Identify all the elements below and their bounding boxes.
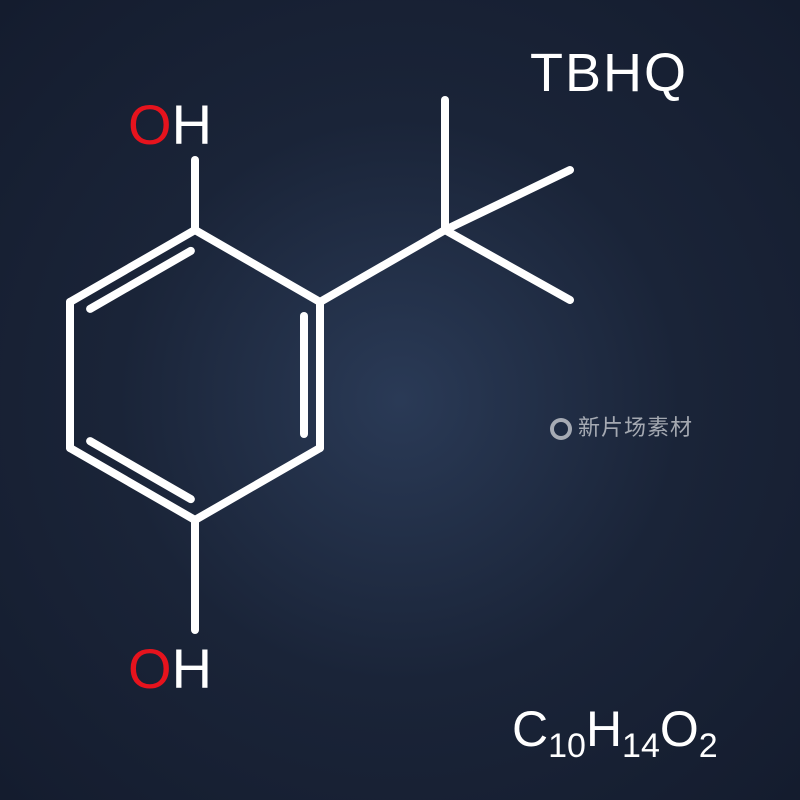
watermark: 新片场素材	[550, 410, 693, 442]
hydroxyl-label-top: OH	[128, 92, 212, 157]
hydrogen-atom: H	[172, 93, 212, 156]
watermark-text: 新片场素材	[578, 415, 693, 440]
hydroxyl-label-bottom: OH	[128, 636, 212, 701]
compound-title: TBHQ	[530, 42, 688, 104]
molecular-formula: C10H14O2	[512, 700, 718, 766]
watermark-icon	[550, 418, 572, 440]
oxygen-atom: O	[128, 637, 172, 700]
chemical-structure	[0, 0, 800, 800]
molecule-diagram: TBHQ OH OH C10H14O2 新片场素材	[0, 0, 800, 800]
oxygen-atom: O	[128, 93, 172, 156]
hydrogen-atom: H	[172, 637, 212, 700]
